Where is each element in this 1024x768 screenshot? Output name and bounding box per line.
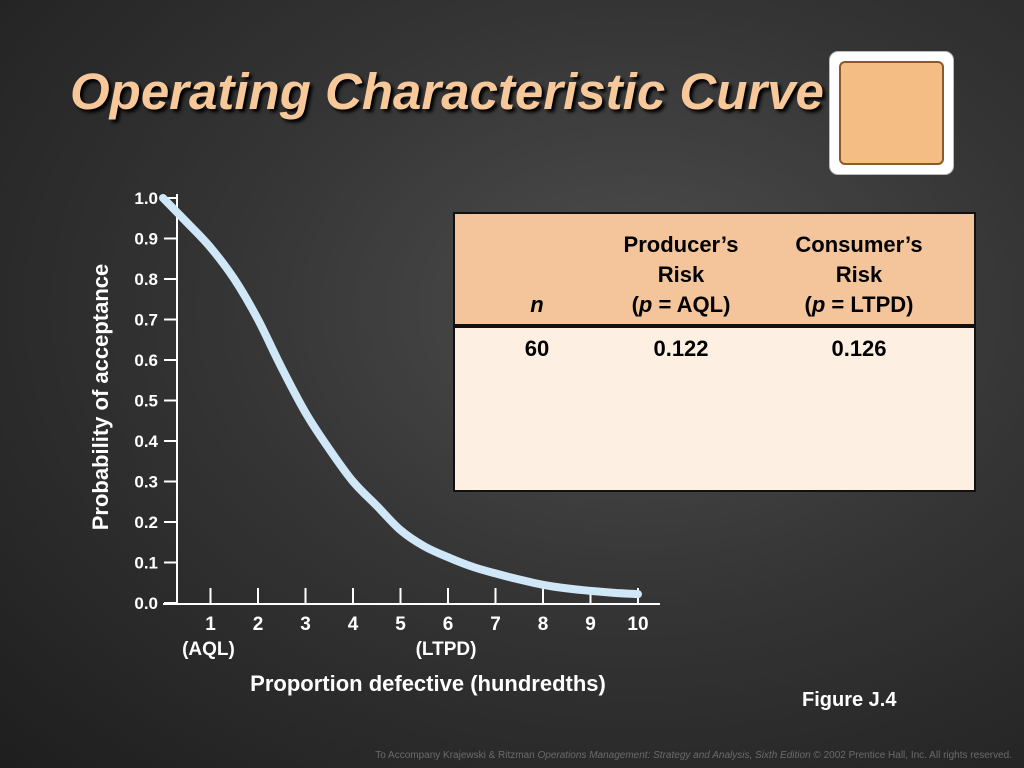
- x-annotation: (AQL): [182, 639, 235, 660]
- y-tick-label: 0.1: [134, 554, 158, 573]
- footer-suffix: © 2002 Prentice Hall, Inc. All rights re…: [810, 750, 1012, 761]
- header-producer-line-2: Risk: [657, 262, 705, 287]
- x-annotation: (LTPD): [416, 639, 477, 660]
- risk-table: n Producer’s Risk (p = AQL) Consumer’s R…: [453, 212, 976, 492]
- x-tick-label: 6: [443, 614, 454, 635]
- header-n: n: [530, 292, 544, 317]
- cell-producer-risk: 0.122: [653, 336, 709, 361]
- x-tick-label: 2: [253, 614, 264, 635]
- y-tick-label: 0.3: [134, 473, 158, 492]
- y-tick-label: 0.0: [134, 594, 158, 613]
- oc-curve-line: [159, 194, 642, 599]
- slide-title: Operating Characteristic Curve: [70, 63, 824, 120]
- x-tick-label: 5: [395, 614, 406, 635]
- y-tick-label: 0.8: [134, 270, 158, 289]
- y-tick-label: 0.6: [134, 351, 158, 370]
- x-axis-title: Proportion defective (hundredths): [250, 671, 606, 696]
- x-tick-label: 3: [300, 614, 311, 635]
- x-tick-label: 9: [585, 614, 596, 635]
- footer-book: Operations Management: Strategy and Anal…: [537, 750, 811, 761]
- header-producer-risk: Producer’s Risk (p = AQL): [601, 230, 761, 320]
- header-producer-line-3: (p = AQL): [631, 292, 731, 317]
- header-consumer-line-2: Risk: [835, 262, 883, 287]
- header-producer-line-1: Producer’s: [623, 232, 739, 257]
- y-tick-label: 0.2: [134, 513, 158, 532]
- header-consumer-line-1: Consumer’s: [795, 232, 923, 257]
- cell-consumer-risk: 0.126: [831, 336, 887, 361]
- x-tick-label: 4: [348, 614, 359, 635]
- worker-with-wrench-icon: [829, 51, 954, 175]
- header-consumer-line-3: (p = LTPD): [804, 292, 914, 317]
- y-tick-label: 0.7: [134, 311, 158, 330]
- x-tick-label: 7: [490, 614, 501, 635]
- y-axis: 0.0 0.1 0.2 0.3 0.4 0.5 0.6 0.7 0.8 0.9 1.0: [134, 189, 178, 613]
- header-consumer-risk: Consumer’s Risk (p = LTPD): [773, 230, 945, 320]
- x-tick-label: 8: [538, 614, 549, 635]
- footer-credit: To Accompany Krajewski & Ritzman Operati…: [375, 750, 1012, 761]
- cell-n: 60: [524, 336, 550, 361]
- table-header: n Producer’s Risk (p = AQL) Consumer’s R…: [455, 214, 974, 328]
- x-tick-label: 10: [627, 614, 648, 635]
- x-axis: 1 2 3 4 5 6 7 8 9 10 (AQL) (LTPD): [163, 588, 660, 660]
- y-tick-label: 1.0: [134, 189, 158, 208]
- y-axis-title: Probability of acceptance: [88, 264, 113, 531]
- figure-label: Figure J.4: [802, 689, 897, 711]
- y-tick-label: 0.5: [134, 392, 158, 411]
- y-tick-label: 0.9: [134, 230, 158, 249]
- footer-prefix: To Accompany Krajewski & Ritzman: [375, 750, 538, 761]
- chart-labels: Proportion defective (hundredths) Probabi…: [88, 264, 606, 696]
- clipart-placeholder: [839, 61, 944, 165]
- y-tick-label: 0.4: [134, 432, 158, 451]
- x-tick-label: 1: [205, 614, 216, 635]
- chart-series: [159, 194, 642, 599]
